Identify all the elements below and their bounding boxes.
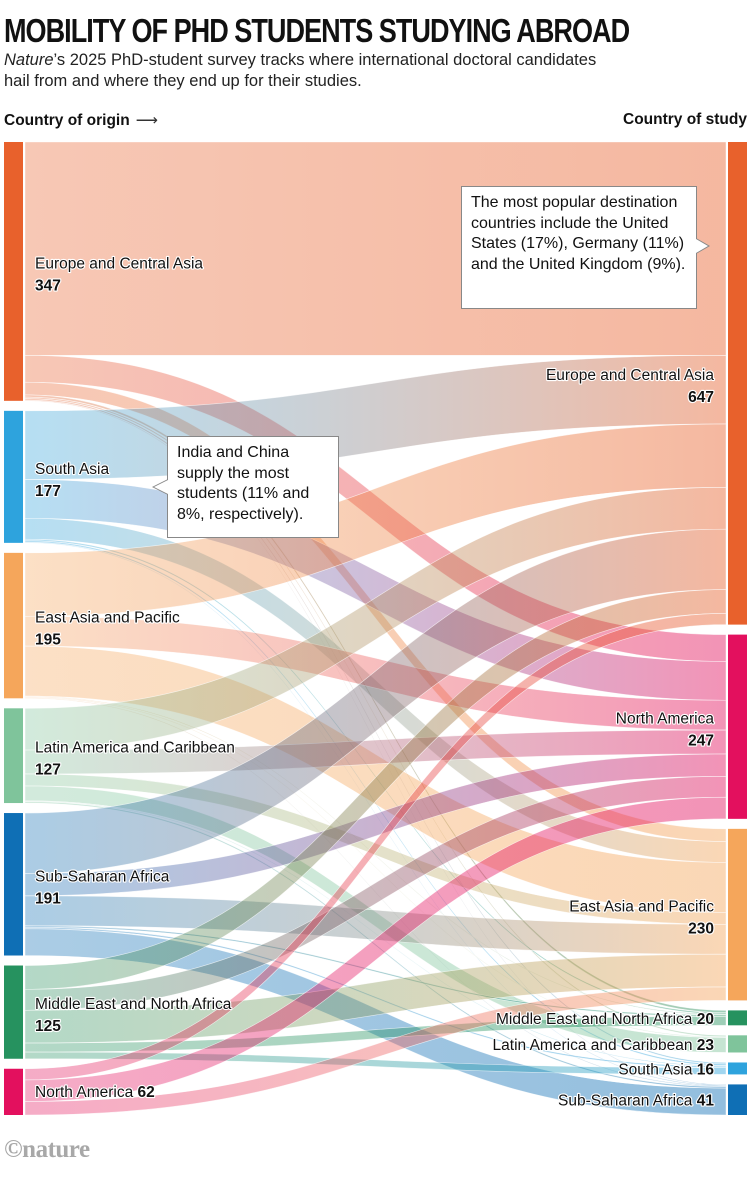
origin-label-europe-and-central-asia: Europe and Central Asia 347 [35,255,203,294]
origin-node-east-asia-and-pacific [4,552,23,699]
flow-bands [24,141,727,1116]
study-node-latin-america-and-caribbean [728,1035,747,1053]
study-label-europe-and-central-asia: Europe and Central Asia 647 [546,367,714,406]
origin-node-south-asia [4,410,23,543]
origin-axis-label: Country of origin ⟶ [4,111,158,130]
subtitle-publication: Nature [4,51,54,69]
chart-subtitle: Nature’s 2025 PhD-student survey tracks … [4,50,624,92]
study-node-south-asia [728,1062,747,1075]
study-label-latin-america-and-caribbean: Latin America and Caribbean 23 [493,1037,715,1054]
callout-pointer-fill [154,480,168,494]
nature-logo: ©nature [4,1136,90,1163]
node-labels: Europe and Central Asia 347 South Asia 177 E… [34,254,716,1110]
node-bars [4,142,747,1115]
flow-north-america-to-europe-and-central-asia [24,613,727,1081]
origin-label-sub-saharan-africa: Sub-Saharan Africa 191 [35,868,170,907]
arrow-right-icon: ⟶ [135,112,158,129]
origin-node-middle-east-and-north-africa [4,965,23,1059]
origin-label-east-asia-and-pacific: East Asia and Pacific 195 [35,610,180,649]
study-node-europe-and-central-asia [728,142,747,625]
origin-label-north-america: North America 62 [35,1084,155,1101]
origins-callout: India and China supply the most students… [167,436,339,538]
study-node-sub-saharan-africa [728,1084,747,1115]
origin-node-latin-america-and-caribbean [4,708,23,804]
study-node-north-america [728,634,747,819]
flow-north-america-to-north-america [24,796,727,1102]
study-node-middle-east-and-north-africa [728,1010,747,1026]
destinations-callout: The most popular destination countries i… [461,186,697,309]
callout-pointer-fill [696,239,708,253]
subtitle-text: ’s 2025 PhD-student survey tracks where … [4,51,597,90]
origin-node-sub-saharan-africa [4,813,23,956]
flow-sub-saharan-africa-to-sub-saharan-africa [24,928,727,1116]
chart-title: MOBILITY OF PHD STUDENTS STUDYING ABROAD [4,12,630,49]
origin-label-south-asia: South Asia 177 [35,461,109,500]
study-label-middle-east-and-north-africa: Middle East and North Africa 20 [496,1011,714,1028]
origin-label-middle-east-and-north-africa: Middle East and North Africa 125 [35,996,232,1035]
study-label-north-america: North America 247 [616,711,715,750]
study-label-sub-saharan-africa: Sub-Saharan Africa 41 [558,1093,714,1110]
origin-node-north-america [4,1068,23,1115]
origin-axis-text: Country of origin [4,112,130,129]
origin-node-europe-and-central-asia [4,142,23,401]
study-label-east-asia-and-pacific: East Asia and Pacific 230 [569,899,714,938]
flow-middle-east-and-north-africa-to-middle-east-and-north-africa [24,1016,727,1053]
study-axis-label: Country of study [623,111,747,128]
study-label-south-asia: South Asia 16 [618,1061,714,1078]
study-node-east-asia-and-pacific [728,828,747,1001]
flow-north-america-to-east-asia-and-pacific [24,986,727,1116]
origin-label-latin-america-and-caribbean: Latin America and Caribbean 127 [35,740,235,779]
